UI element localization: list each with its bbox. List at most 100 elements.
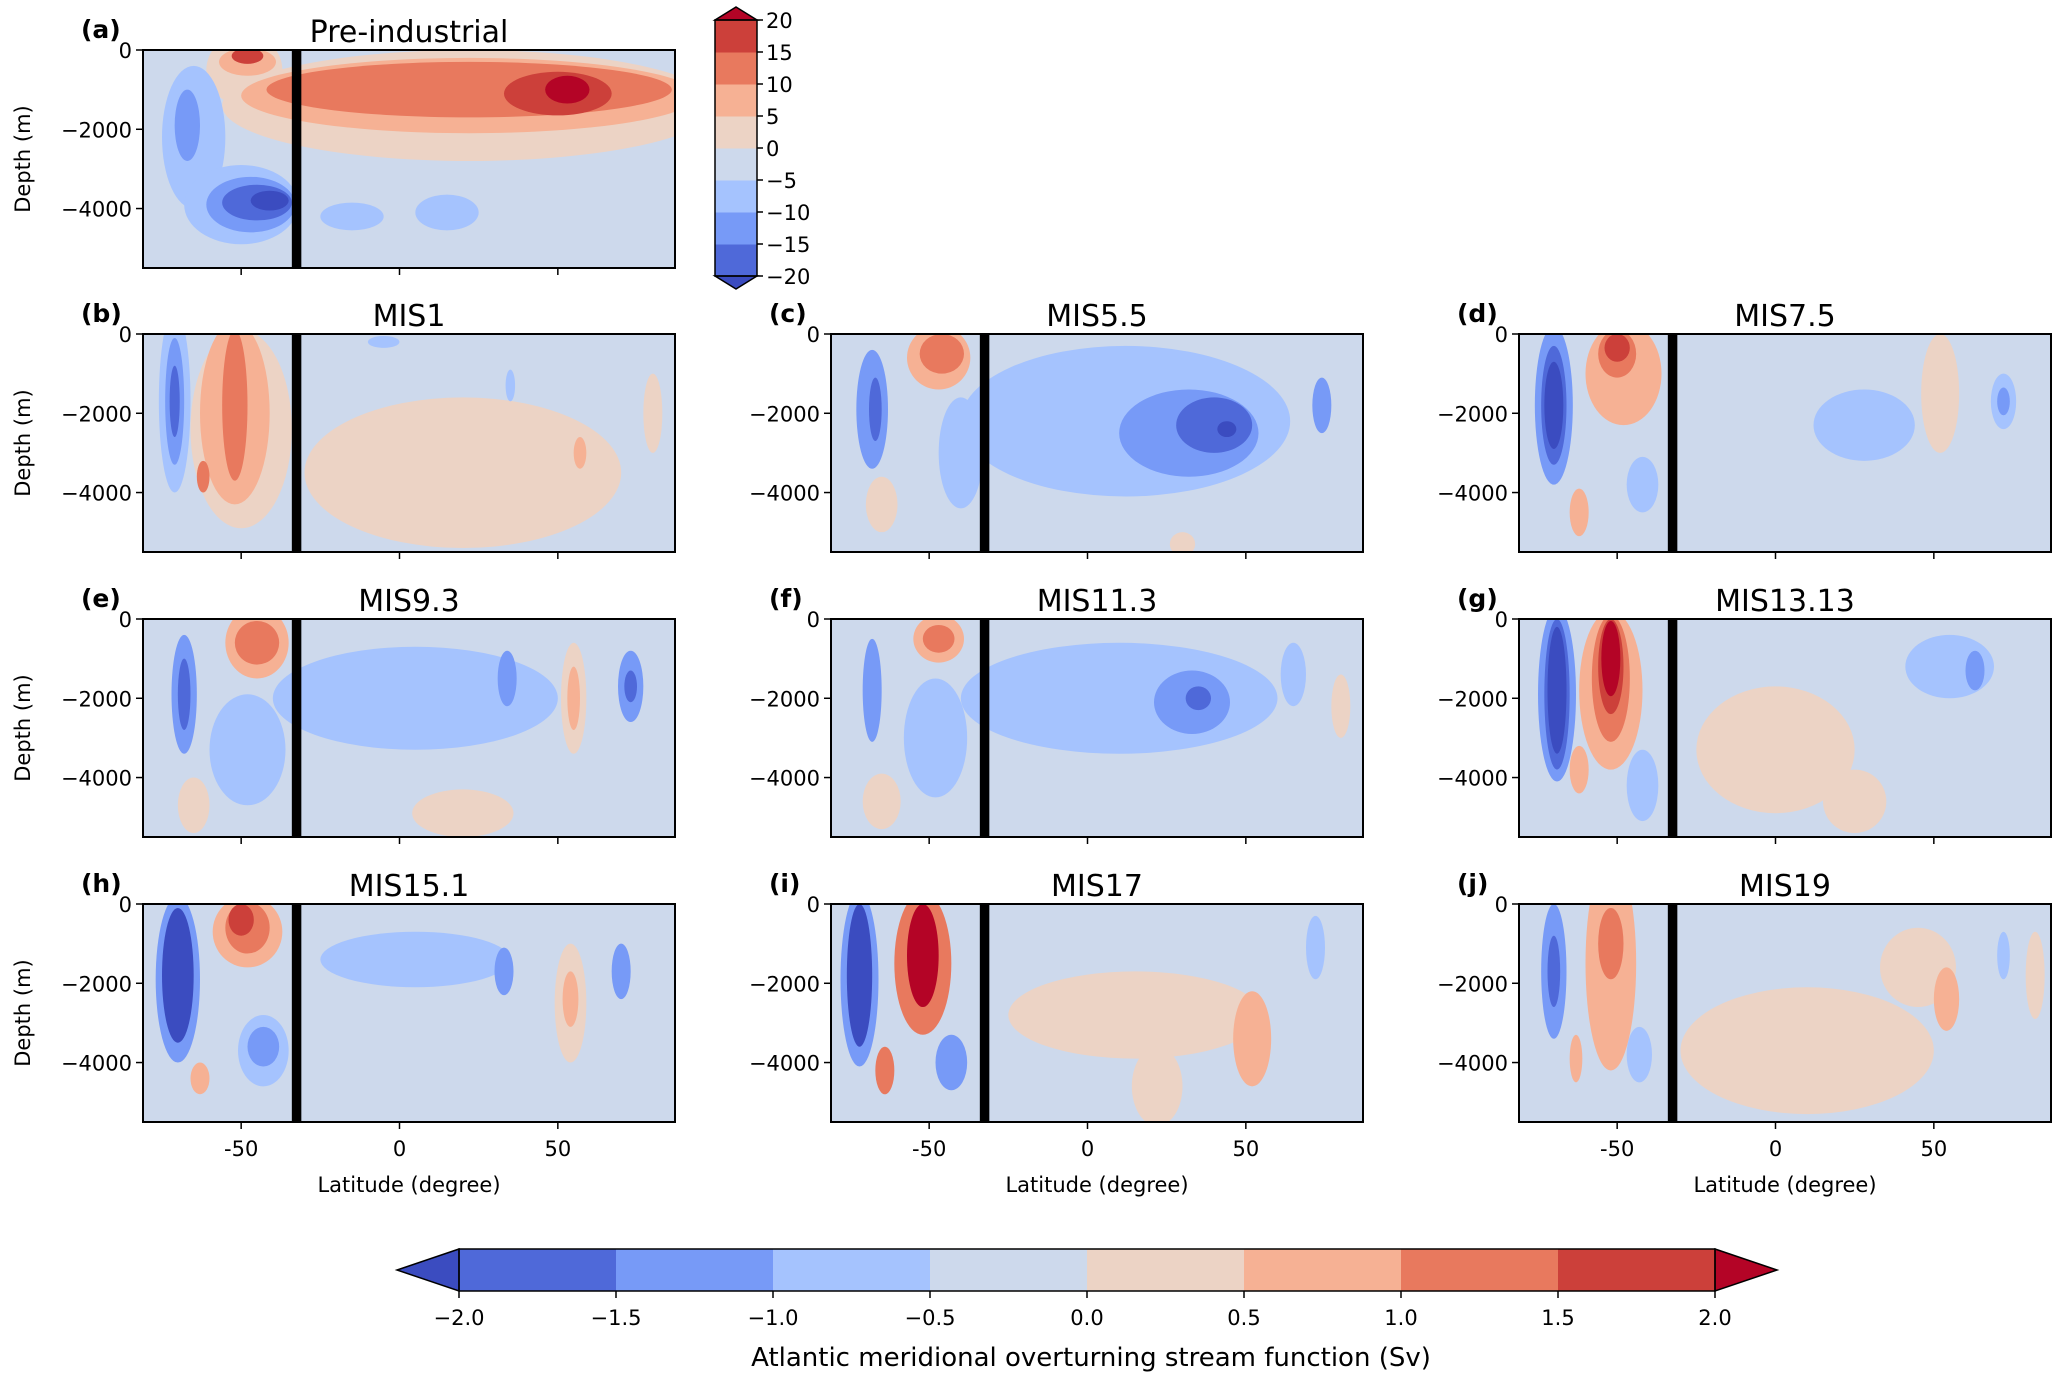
panel-title: MIS1 <box>373 299 446 334</box>
contour-fill-group <box>1538 619 1994 834</box>
colorbar-segment <box>773 1249 931 1291</box>
panel-title: MIS11.3 <box>1037 584 1158 619</box>
contour-region <box>234 620 280 665</box>
contour-region <box>250 190 289 211</box>
colorbar-tick-label: −10 <box>766 201 810 225</box>
contour-region <box>567 666 581 730</box>
contour-region <box>1965 650 1985 691</box>
panel-e: 0 −2000 −4000 Depth (m) MIS9.3 (e) <box>11 584 676 844</box>
x-tick-label: 50 <box>1920 1137 1947 1161</box>
y-axis-label: Depth (m) <box>11 959 35 1066</box>
panel-b: 0 −2000 −4000 Depth (m) MIS1 (b) <box>11 299 676 559</box>
contour-region <box>862 773 901 830</box>
y-axis-label: Depth (m) <box>11 389 35 496</box>
y-tick-label: 0 <box>119 893 132 917</box>
contour-region <box>1823 769 1887 834</box>
contour-region <box>624 670 638 703</box>
axes-frame <box>830 903 1364 1123</box>
x-tick-label: -50 <box>912 1137 946 1161</box>
contour-fill-group <box>162 50 675 245</box>
contour-region <box>643 373 663 453</box>
x-axis-label: Latitude (degree) <box>1005 1173 1188 1197</box>
colorbar-segment <box>715 52 757 85</box>
contour-region <box>1598 907 1624 980</box>
mask-bar <box>1667 904 1678 1122</box>
panel-d: 0 −2000 −4000 MIS7.5 (d) <box>1437 299 2052 559</box>
panel-a: 0 −2000 −4000 Depth (m) Pre-industrial (a) <box>11 15 676 275</box>
mask-bar <box>291 619 302 837</box>
contour-region <box>1813 389 1915 461</box>
x-tick-label: 0 <box>393 1137 406 1161</box>
colorbar-segment <box>715 148 757 181</box>
contour-region <box>1997 387 2010 416</box>
panel-label: (b) <box>81 299 122 328</box>
contour-region <box>222 334 248 481</box>
mask-bar <box>979 904 990 1122</box>
panel-label: (d) <box>1457 299 1498 328</box>
contour-region <box>1585 904 1637 1071</box>
y-tick-label: −4000 <box>61 482 132 506</box>
colorbar-segment <box>1401 1249 1559 1291</box>
y-tick-label: −2000 <box>1437 402 1508 426</box>
y-tick-label: −4000 <box>1437 482 1508 506</box>
contour-region <box>1680 987 1934 1115</box>
contour-region <box>415 194 479 231</box>
colorbar-tick-label: 2.0 <box>1698 1306 1731 1330</box>
contour-region <box>177 658 191 730</box>
contour-region <box>1569 1034 1583 1083</box>
panel-title: MIS15.1 <box>349 869 470 904</box>
contour-region <box>1921 334 1960 453</box>
panel-title: MIS19 <box>1739 869 1831 904</box>
contour-region <box>266 61 672 118</box>
contour-region <box>573 437 587 469</box>
contour-region <box>1997 931 2010 980</box>
contour-region <box>611 943 631 1000</box>
colorbar-tick-label: 1.0 <box>1384 1306 1417 1330</box>
contour-region <box>1601 620 1621 697</box>
y-tick-label: −4000 <box>61 198 132 222</box>
contour-region <box>320 931 511 988</box>
colorbar-segment <box>1087 1249 1245 1291</box>
panel-h: 0 −2000 −4000 Depth (m) -50 0 50 Latitude (degr… <box>11 869 676 1197</box>
axes-frame <box>142 903 676 1123</box>
y-tick-label: 0 <box>807 893 820 917</box>
contour-region <box>1696 686 1855 814</box>
colorbar-extend-min <box>712 275 760 290</box>
colorbar-segment <box>930 1249 1088 1291</box>
colorbar-tick-label: 1.5 <box>1541 1306 1574 1330</box>
colorbar-segment <box>715 212 757 245</box>
contour-region <box>960 642 1278 754</box>
contour-region <box>367 335 400 348</box>
contour-region <box>938 397 983 509</box>
panel-label: (j) <box>1457 869 1488 898</box>
panel-f: 0 −2000 −4000 MIS11.3 (f) <box>749 584 1364 844</box>
colorbar-main: −2.0 −1.5 −1.0 −0.5 0.0 0.5 1.0 1.5 2.0 <box>394 1247 1780 1330</box>
contour-region <box>919 334 964 374</box>
colorbar-segment <box>459 1249 617 1291</box>
y-tick-label: 0 <box>119 323 132 347</box>
contour-region <box>1233 991 1272 1087</box>
contour-region <box>907 904 939 1008</box>
y-tick-label: −2000 <box>61 118 132 142</box>
contour-region <box>412 789 514 837</box>
colorbar-segment <box>715 116 757 149</box>
contour-fill-group <box>1541 904 2045 1115</box>
contour-region <box>1280 642 1307 707</box>
contour-region <box>862 638 882 742</box>
colorbar-segment <box>715 244 757 277</box>
colorbar-extend-max <box>1714 1247 1780 1293</box>
panel-title: MIS5.5 <box>1046 299 1147 334</box>
y-tick-label: 0 <box>807 323 820 347</box>
colorbar-tick-label: 15 <box>766 41 793 65</box>
y-tick-label: 0 <box>1495 323 1508 347</box>
mask-bar <box>979 619 990 837</box>
contour-region <box>1547 935 1561 1008</box>
contour-fill-group <box>158 334 663 549</box>
colorbar-tick-label: −1.5 <box>591 1306 642 1330</box>
contour-region <box>869 377 882 442</box>
axes-frame <box>830 333 1364 553</box>
colorbar-tick-label: −0.5 <box>905 1306 956 1330</box>
x-tick-label: 50 <box>544 1137 571 1161</box>
panel-g: 0 −2000 −4000 MIS13.13 (g) <box>1437 584 2052 844</box>
mask-bar <box>1667 619 1678 837</box>
